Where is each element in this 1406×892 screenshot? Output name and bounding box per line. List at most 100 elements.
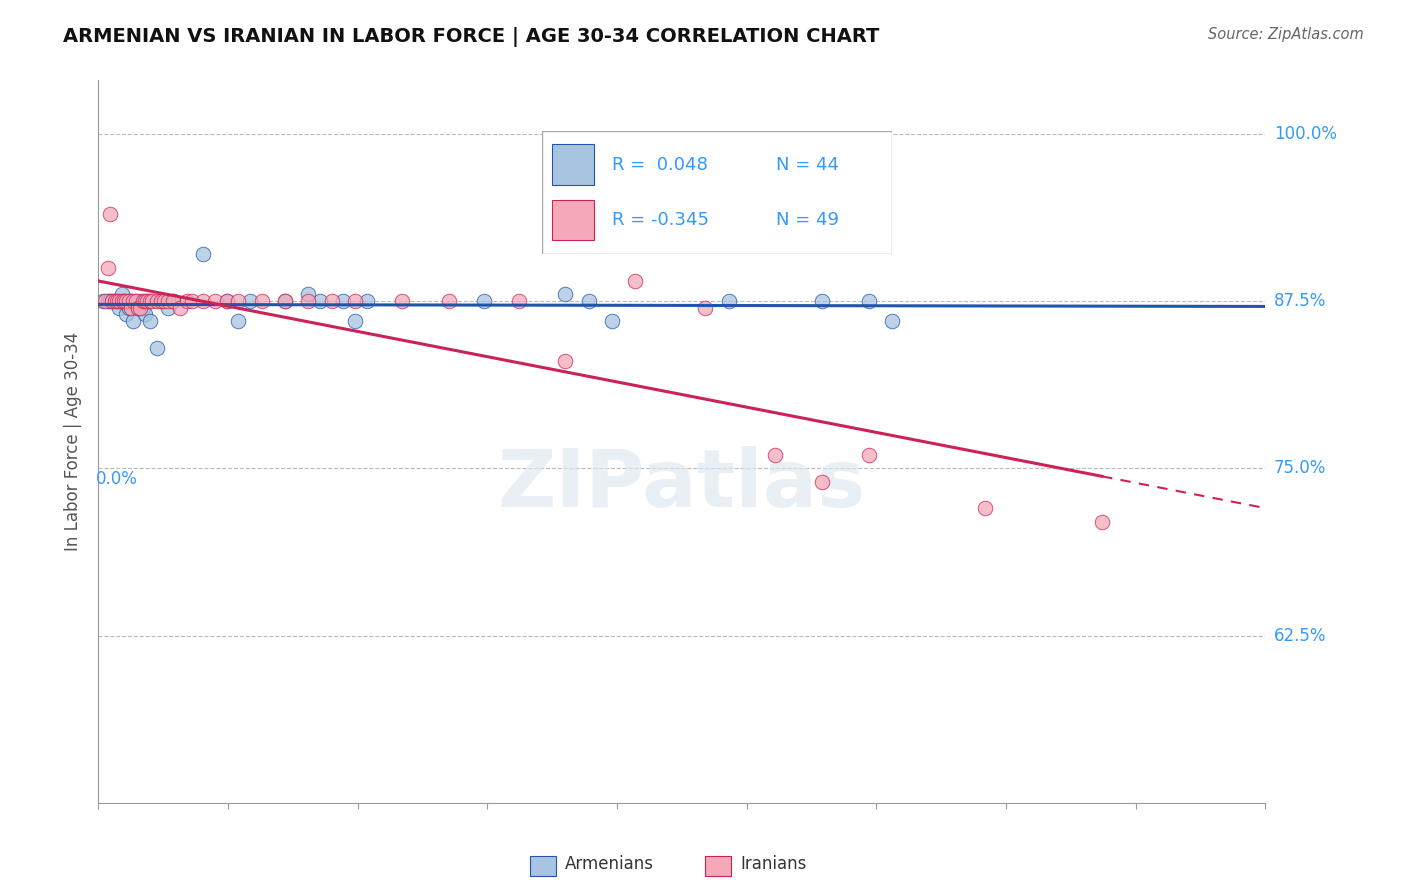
Point bbox=[344, 294, 367, 309]
Text: ARMENIAN VS IRANIAN IN LABOR FORCE | AGE 30-34 CORRELATION CHART: ARMENIAN VS IRANIAN IN LABOR FORCE | AGE… bbox=[63, 27, 880, 46]
Point bbox=[150, 294, 173, 309]
FancyBboxPatch shape bbox=[530, 855, 555, 876]
Point bbox=[139, 294, 162, 309]
Point bbox=[880, 314, 903, 328]
Point bbox=[136, 294, 159, 309]
Point bbox=[108, 294, 131, 309]
Point bbox=[146, 341, 169, 355]
Point bbox=[132, 294, 155, 309]
Point bbox=[472, 294, 495, 309]
Text: Iranians: Iranians bbox=[741, 855, 807, 873]
Point bbox=[228, 294, 250, 309]
Point bbox=[391, 294, 413, 309]
Point bbox=[763, 448, 786, 462]
Point bbox=[101, 294, 124, 309]
Point bbox=[104, 294, 127, 309]
Point bbox=[122, 294, 145, 309]
Point bbox=[157, 294, 180, 309]
Text: 62.5%: 62.5% bbox=[1274, 626, 1326, 645]
Point bbox=[228, 314, 250, 328]
Point bbox=[695, 301, 717, 315]
Point bbox=[162, 294, 184, 309]
Point bbox=[157, 301, 180, 315]
Point bbox=[356, 294, 378, 309]
Point bbox=[118, 294, 141, 309]
Point bbox=[118, 301, 141, 315]
Point bbox=[127, 301, 149, 315]
FancyBboxPatch shape bbox=[706, 855, 731, 876]
Point bbox=[129, 301, 152, 315]
Point bbox=[136, 294, 159, 309]
Point bbox=[111, 294, 134, 309]
Point bbox=[554, 354, 576, 368]
Point bbox=[193, 294, 215, 309]
Text: Armenians: Armenians bbox=[565, 855, 654, 873]
Point bbox=[215, 294, 238, 309]
Point bbox=[120, 294, 142, 309]
Point bbox=[437, 294, 460, 309]
Point bbox=[105, 294, 128, 309]
Point bbox=[134, 308, 156, 322]
Point bbox=[108, 301, 131, 315]
Point bbox=[120, 301, 142, 315]
Point bbox=[152, 294, 174, 309]
Point bbox=[97, 294, 120, 309]
Point bbox=[162, 294, 184, 309]
Point bbox=[129, 294, 152, 309]
Point bbox=[974, 501, 997, 516]
Point bbox=[101, 294, 124, 309]
Point bbox=[169, 301, 191, 315]
Point bbox=[127, 301, 149, 315]
Point bbox=[180, 294, 202, 309]
Point bbox=[139, 314, 162, 328]
Point bbox=[98, 207, 121, 221]
Point bbox=[858, 294, 880, 309]
Point bbox=[115, 308, 138, 322]
Point bbox=[508, 294, 530, 309]
Point bbox=[297, 287, 319, 301]
Text: 0.0%: 0.0% bbox=[96, 470, 138, 489]
Point bbox=[624, 274, 647, 288]
Point bbox=[858, 448, 880, 462]
Point bbox=[134, 294, 156, 309]
Point bbox=[125, 294, 148, 309]
Point bbox=[150, 294, 173, 309]
Text: 87.5%: 87.5% bbox=[1274, 292, 1326, 310]
Point bbox=[204, 294, 226, 309]
Point bbox=[91, 294, 114, 309]
Point bbox=[344, 314, 367, 328]
Point bbox=[122, 314, 145, 328]
Text: 100.0%: 100.0% bbox=[1274, 125, 1337, 143]
Point bbox=[215, 294, 238, 309]
Text: Source: ZipAtlas.com: Source: ZipAtlas.com bbox=[1208, 27, 1364, 42]
Point bbox=[554, 287, 576, 301]
Point bbox=[132, 301, 155, 315]
Point bbox=[811, 294, 834, 309]
Point bbox=[578, 294, 600, 309]
Point bbox=[332, 294, 354, 309]
Point bbox=[125, 294, 148, 309]
Point bbox=[111, 287, 134, 301]
Point bbox=[274, 294, 297, 309]
Point bbox=[176, 294, 198, 309]
Point bbox=[250, 294, 273, 309]
Point bbox=[94, 294, 117, 309]
Point bbox=[118, 294, 141, 309]
Point bbox=[321, 294, 343, 309]
Point bbox=[97, 260, 120, 275]
Point bbox=[111, 294, 134, 309]
Point bbox=[115, 294, 138, 309]
Point bbox=[1091, 515, 1114, 529]
Point bbox=[600, 314, 623, 328]
Point bbox=[105, 294, 128, 309]
Text: ZIPatlas: ZIPatlas bbox=[498, 446, 866, 524]
Point bbox=[297, 294, 319, 309]
Point bbox=[112, 294, 135, 309]
Text: 75.0%: 75.0% bbox=[1274, 459, 1326, 477]
Point bbox=[104, 294, 127, 309]
Point bbox=[112, 294, 135, 309]
Point bbox=[141, 294, 163, 309]
Point bbox=[811, 475, 834, 489]
Point bbox=[98, 294, 121, 309]
Y-axis label: In Labor Force | Age 30-34: In Labor Force | Age 30-34 bbox=[65, 332, 83, 551]
